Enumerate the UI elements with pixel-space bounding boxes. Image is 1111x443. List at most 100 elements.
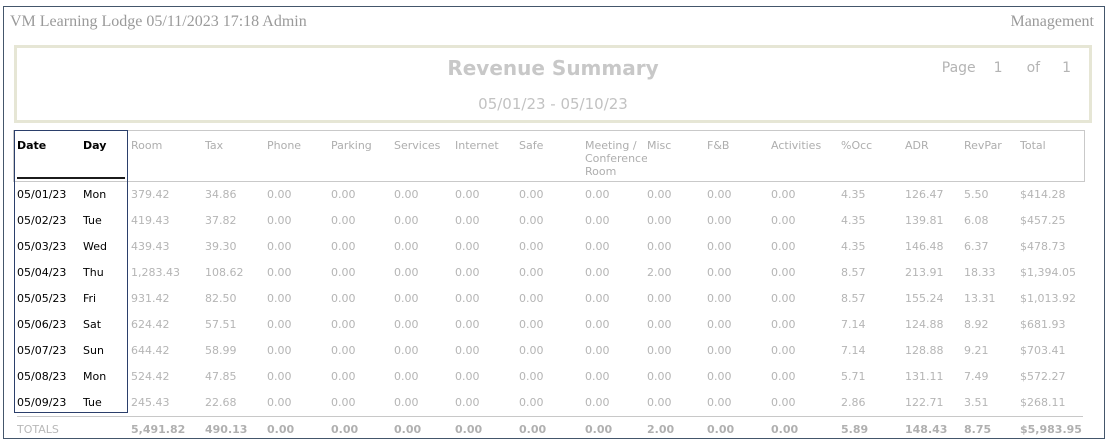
value-cell: 439.43 [131, 240, 170, 253]
value-cell: 126.47 [905, 188, 944, 201]
value-cell: 0.00 [519, 214, 544, 227]
value-cell: 0.00 [647, 344, 672, 357]
column-header: Day [83, 139, 107, 152]
day-cell: Fri [83, 292, 97, 305]
table-row: 05/06/23 Sat 624.42 57.51 0.00 0.00 0.00 0.00 0.… [17, 312, 1083, 338]
total-cell: 0.00 [455, 416, 519, 443]
value-cell: 213.91 [905, 266, 944, 279]
value-cell: 0.00 [455, 370, 480, 383]
value-cell: 0.00 [267, 318, 292, 331]
value-cell: 379.42 [131, 188, 170, 201]
value-cell: 0.00 [771, 396, 796, 409]
value-cell: 0.00 [394, 292, 419, 305]
date-cell: 05/08/23 [17, 370, 67, 383]
column-header: Safe [519, 139, 544, 152]
value-cell: 0.00 [394, 240, 419, 253]
property-user-info: VM Learning Lodge 05/11/2023 17:18 Admin [10, 13, 307, 30]
value-cell: 0.00 [394, 370, 419, 383]
value-cell: 34.86 [205, 188, 237, 201]
value-cell: 7.14 [841, 344, 866, 357]
value-cell: 0.00 [267, 396, 292, 409]
value-cell: 0.00 [585, 240, 610, 253]
value-cell: 0.00 [647, 396, 672, 409]
value-cell: $681.93 [1020, 318, 1066, 331]
total-cell: 148.43 [905, 416, 964, 443]
column-header: Room [131, 139, 163, 152]
value-cell: 4.35 [841, 214, 866, 227]
report-frame: VM Learning Lodge 05/11/2023 17:18 Admin… [3, 6, 1105, 443]
value-cell: 155.24 [905, 292, 944, 305]
value-cell: 0.00 [771, 240, 796, 253]
page-number: 1 [993, 60, 1003, 76]
column-header: Activities [771, 139, 822, 152]
value-cell: 146.48 [905, 240, 944, 253]
value-cell: 7.14 [841, 318, 866, 331]
column-header: Services [394, 139, 441, 152]
value-cell: $457.25 [1020, 214, 1066, 227]
value-cell: 0.00 [519, 318, 544, 331]
value-cell: 0.00 [394, 318, 419, 331]
column-header: Total [1020, 139, 1046, 152]
value-cell: 0.00 [519, 266, 544, 279]
date-cell: 05/09/23 [17, 396, 67, 409]
day-cell: Tue [83, 396, 102, 409]
value-cell: $478.73 [1020, 240, 1066, 253]
value-cell: 0.00 [267, 240, 292, 253]
total-cell: 0.00 [771, 416, 841, 443]
value-cell: $268.11 [1020, 396, 1066, 409]
value-cell: 0.00 [519, 188, 544, 201]
value-cell: 0.00 [585, 266, 610, 279]
report-header-bar: VM Learning Lodge 05/11/2023 17:18 Admin… [10, 13, 1094, 33]
value-cell: 0.00 [647, 188, 672, 201]
total-cell: 2.00 [647, 416, 707, 443]
totals-row: TOTALS 5,491.82 490.13 0.00 0.00 0.00 0.00 0.00… [17, 416, 1083, 443]
value-cell: 0.00 [267, 344, 292, 357]
revenue-summary-table: Date Day Room Tax Phone Parking Services… [17, 130, 1083, 443]
table-row: 05/07/23 Sun 644.42 58.99 0.00 0.00 0.00 0.00 0.… [17, 338, 1083, 364]
value-cell: 0.00 [455, 396, 480, 409]
value-cell: 0.00 [647, 292, 672, 305]
value-cell: 0.00 [771, 370, 796, 383]
column-header: Meeting / Conference Room [585, 139, 647, 178]
value-cell: 0.00 [455, 292, 480, 305]
value-cell: 0.00 [585, 318, 610, 331]
column-header: ADR [905, 139, 929, 152]
table-row: 05/05/23 Fri 931.42 82.50 0.00 0.00 0.00 0.00 0.… [17, 286, 1083, 312]
value-cell: 0.00 [771, 292, 796, 305]
value-cell: 139.81 [905, 214, 944, 227]
report-date-range: 05/01/23 - 05/10/23 [478, 95, 628, 113]
value-cell: 8.57 [841, 266, 866, 279]
value-cell: 47.85 [205, 370, 237, 383]
value-cell: 0.00 [771, 266, 796, 279]
value-cell: 0.00 [707, 344, 732, 357]
column-header: Date [17, 139, 47, 152]
table-row: 05/09/23 Tue 245.43 22.68 0.00 0.00 0.00 0.00 0.… [17, 390, 1083, 417]
value-cell: 39.30 [205, 240, 237, 253]
value-cell: 6.37 [964, 240, 989, 253]
total-cell: 0.00 [707, 416, 771, 443]
department-label: Management [1010, 13, 1094, 30]
value-cell: 0.00 [455, 188, 480, 201]
value-cell: 0.00 [455, 318, 480, 331]
value-cell: 0.00 [519, 344, 544, 357]
date-cell: 05/06/23 [17, 318, 67, 331]
date-cell: 05/07/23 [17, 344, 67, 357]
value-cell: 18.33 [964, 266, 996, 279]
value-cell: 0.00 [267, 292, 292, 305]
total-cell [83, 416, 131, 443]
value-cell: 124.88 [905, 318, 944, 331]
value-cell: 4.35 [841, 240, 866, 253]
value-cell: 624.42 [131, 318, 170, 331]
day-cell: Thu [83, 266, 104, 279]
day-cell: Sat [83, 318, 102, 331]
value-cell: 0.00 [647, 318, 672, 331]
value-cell: 37.82 [205, 214, 237, 227]
value-cell: 0.00 [331, 214, 356, 227]
header-underline [17, 177, 125, 179]
value-cell: 0.00 [707, 240, 732, 253]
value-cell: 0.00 [267, 266, 292, 279]
value-cell: 0.00 [707, 188, 732, 201]
value-cell: 128.88 [905, 344, 944, 357]
value-cell: $703.41 [1020, 344, 1066, 357]
table-row: 05/08/23 Mon 524.42 47.85 0.00 0.00 0.00 0.00 0.… [17, 364, 1083, 390]
